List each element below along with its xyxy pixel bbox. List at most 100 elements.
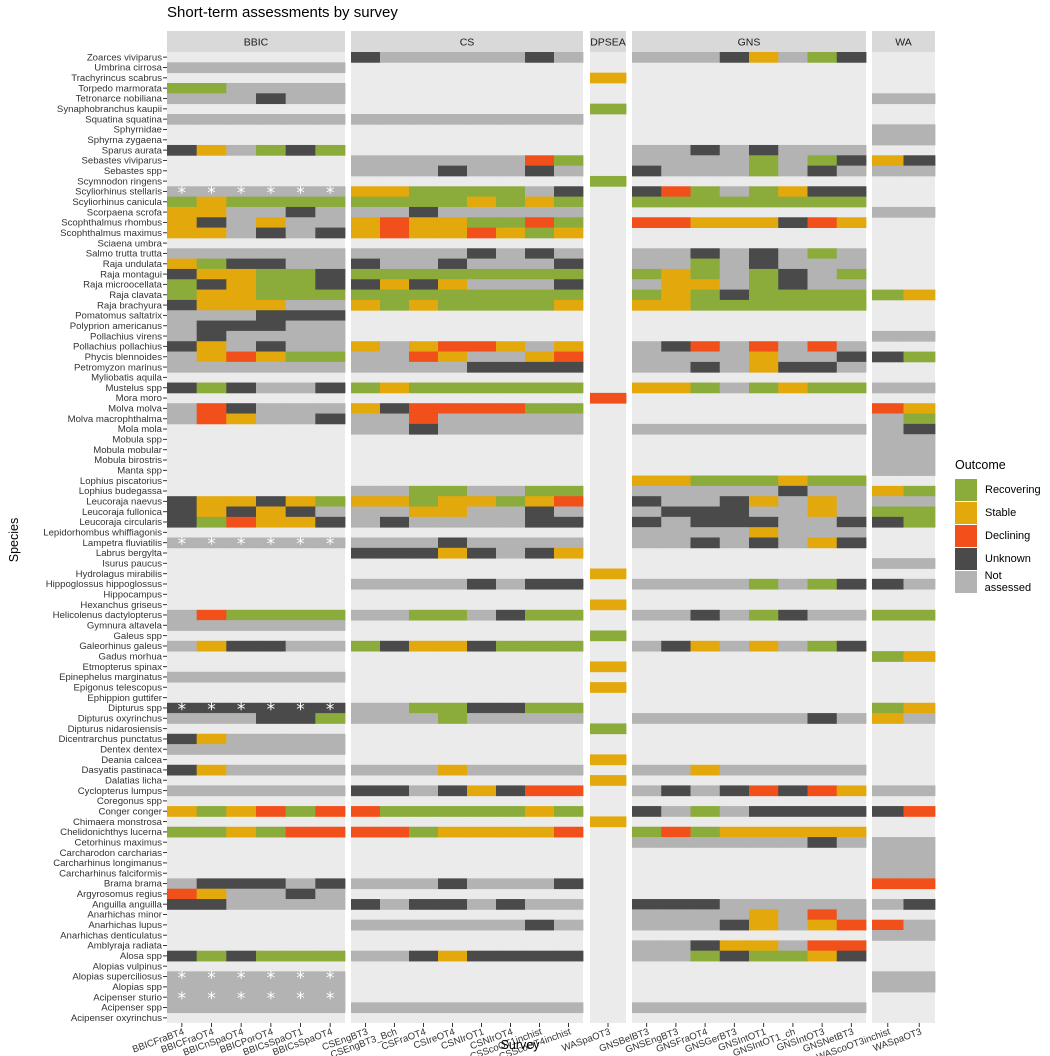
heatmap-tile [409,206,439,218]
heatmap-tile [196,764,227,776]
heatmap-tile [226,382,257,394]
heatmap-tile [749,1002,779,1014]
heatmap-tile [315,640,346,652]
heatmap-tile [496,403,526,414]
y-tick-label: Galeus spp [113,631,162,642]
heatmap-tile [496,351,526,363]
heatmap-tile [807,279,838,290]
asterisk-marker: * [237,700,246,720]
heatmap-tile [719,609,750,621]
heatmap-tile [167,950,198,962]
heatmap-tile [351,506,381,518]
heatmap-tile [690,899,721,910]
heatmap-tile [719,361,750,373]
heatmap-tile [409,113,439,125]
heatmap-tile [315,289,346,301]
heatmap-tile [167,744,198,755]
heatmap-tile [690,155,721,167]
y-tick-label: Scorpaena scrofa [87,207,163,218]
heatmap-tile [903,713,936,724]
heatmap-tile [836,516,867,528]
heatmap-tile [256,217,287,229]
heatmap-tile [525,289,555,301]
asterisk-marker: * [207,969,216,989]
heatmap-tile [226,826,257,838]
heatmap-tile [196,227,227,239]
heatmap-tile [438,351,468,363]
y-tick-label: Lophius piscatorius [80,476,162,487]
heatmap-tile [285,413,316,425]
heatmap-tile [496,186,526,198]
heatmap-tile [690,950,721,962]
heatmap-tile [690,144,721,156]
y-tick-label: Labrus bergylta [96,548,163,559]
heatmap-tile [778,940,808,952]
heatmap-tile [256,899,287,910]
heatmap-tile [836,258,867,270]
heatmap-tile [661,826,691,838]
heatmap-tile [632,609,662,621]
heatmap-tile [438,113,468,125]
heatmap-tile [351,279,381,290]
heatmap-tile [226,1002,257,1014]
heatmap-tile [632,909,662,921]
y-tick-label: Alosa spp [120,951,162,962]
facet-strip-label: CS [460,37,475,49]
heatmap-tile [836,268,867,280]
heatmap-tile [690,496,721,507]
heatmap-tile [872,919,904,931]
heatmap-tile [380,826,410,838]
asterisk-marker: * [326,989,335,1009]
heatmap-tile [690,537,721,549]
heatmap-tile [315,981,346,993]
heatmap-tile [903,857,936,869]
heatmap-tile [778,382,808,394]
y-tick-label: Scophthalmus maximus [60,228,162,239]
heatmap-tile [256,206,287,218]
heatmap-tile [409,578,439,590]
heatmap-tile [719,527,750,538]
heatmap-tile [196,826,227,838]
heatmap-tile [719,899,750,910]
heatmap-tile [226,144,257,156]
heatmap-tile [903,165,936,177]
heatmap-tile [690,640,721,652]
heatmap-tile [872,330,904,342]
heatmap-tile [315,764,346,776]
heatmap-tile [315,144,346,156]
heatmap-tile [525,299,555,311]
heatmap-tile [351,578,381,590]
heatmap-tile [467,950,497,962]
heatmap-tile [632,268,662,280]
heatmap-tile [836,899,867,910]
heatmap-tile [778,640,808,652]
heatmap-tile [256,93,287,105]
facet-strip-label: WA [895,37,912,49]
heatmap-tile [285,496,316,507]
heatmap-tile [836,341,867,352]
heatmap-tile [409,609,439,621]
heatmap-tile [836,940,867,952]
heatmap-tile [467,919,497,931]
heatmap-tile [525,165,555,177]
heatmap-tile [256,248,287,259]
y-tick-label: Cetorhinus maximus [75,837,163,848]
heatmap-tile [380,361,410,373]
heatmap-tile [256,702,287,714]
heatmap-tile [196,713,227,724]
heatmap-tile [226,537,257,549]
heatmap-tile [285,764,316,776]
heatmap-tile [256,289,287,301]
heatmap-tile [661,950,691,962]
heatmap-tile [351,196,381,208]
heatmap-tile [496,268,526,280]
heatmap-tile [467,609,497,621]
heatmap-tile [467,537,497,549]
heatmap-tile [438,537,468,549]
heatmap-tile [196,496,227,507]
heatmap-tile [409,423,439,435]
heatmap-tile [226,806,257,817]
heatmap-tile [807,506,838,518]
heatmap-tile [872,713,904,724]
y-tick-label: Umbrina cirrosa [94,63,162,74]
